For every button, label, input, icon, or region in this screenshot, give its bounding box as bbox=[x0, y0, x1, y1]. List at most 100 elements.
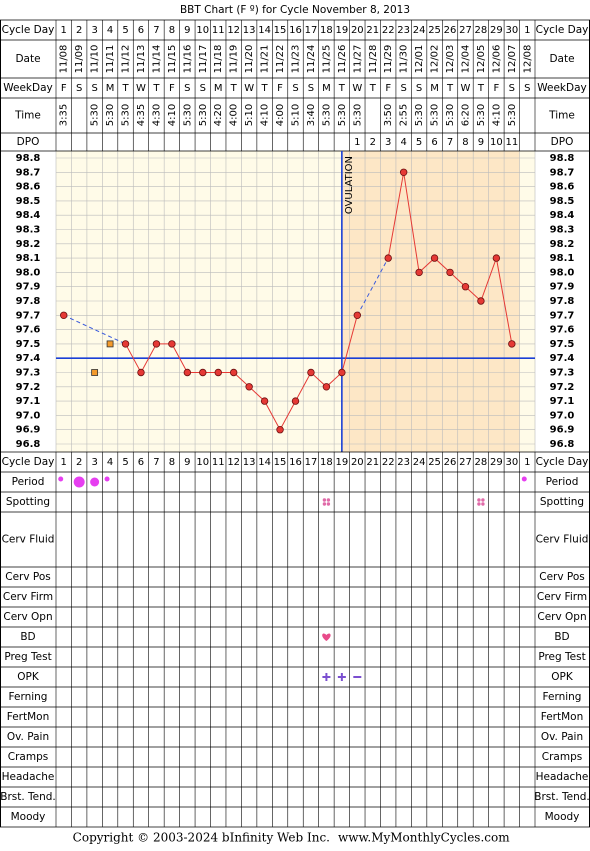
row-label-right: Date bbox=[549, 53, 574, 65]
spotting-dot bbox=[322, 502, 327, 506]
row-label-right: BD bbox=[554, 631, 569, 643]
date: 11/11 bbox=[105, 45, 116, 74]
spotting-dot bbox=[326, 498, 331, 502]
date: 12/01 bbox=[414, 45, 425, 74]
row-label: Cerv Firm bbox=[3, 591, 53, 603]
discarded-temp bbox=[106, 340, 114, 348]
time: 2:55 bbox=[399, 104, 410, 126]
temp-point bbox=[245, 383, 253, 391]
y-tick-label-right: 97.7 bbox=[550, 310, 575, 321]
row-label: Brst. Tend. bbox=[0, 791, 56, 803]
weekday: M bbox=[430, 83, 439, 94]
y-tick-label: 96.9 bbox=[16, 425, 41, 436]
weekday: S bbox=[184, 83, 190, 94]
time: 4:10 bbox=[260, 104, 271, 126]
period-dot bbox=[104, 476, 110, 482]
cycle-day: 12 bbox=[227, 25, 240, 36]
weekday: W bbox=[352, 83, 362, 94]
y-tick-label: 97.1 bbox=[16, 396, 41, 407]
cycle-day: 17 bbox=[305, 457, 318, 468]
row-label-right: Cycle Day bbox=[536, 456, 589, 468]
weekday: T bbox=[261, 83, 269, 94]
date: 11/21 bbox=[260, 45, 271, 74]
date: 12/02 bbox=[430, 45, 441, 74]
temp-point bbox=[276, 426, 284, 434]
time: 5:30 bbox=[90, 104, 101, 126]
y-tick-label: 98.2 bbox=[16, 239, 41, 250]
weekday: M bbox=[214, 83, 223, 94]
time: 3:50 bbox=[383, 104, 394, 126]
row-label: Cerv Pos bbox=[5, 571, 51, 583]
temp-point bbox=[353, 311, 362, 319]
cycle-day: 25 bbox=[428, 457, 441, 468]
cycle-day: 25 bbox=[428, 25, 441, 36]
row-label-right: Ov. Pain bbox=[541, 731, 583, 743]
y-tick-label-right: 98.5 bbox=[550, 196, 575, 207]
cycle-day: 26 bbox=[444, 457, 457, 468]
temp-point bbox=[152, 340, 161, 348]
row-label: Ov. Pain bbox=[7, 731, 49, 743]
row-label: Spotting bbox=[6, 496, 50, 508]
cycle-day: 13 bbox=[243, 457, 256, 468]
y-tick-label: 97.3 bbox=[16, 368, 41, 379]
temp-point bbox=[291, 397, 300, 405]
cycle-day: 19 bbox=[335, 457, 348, 468]
row-label-right: Cramps bbox=[542, 751, 582, 763]
cycle-day: 11 bbox=[212, 25, 225, 36]
cycle-day: 6 bbox=[138, 457, 144, 468]
row-label: Period bbox=[12, 476, 45, 488]
date: 11/23 bbox=[291, 45, 302, 74]
time: 4:10 bbox=[167, 104, 178, 126]
gap-connector bbox=[63, 314, 126, 345]
weekday: S bbox=[416, 83, 422, 94]
cycle-day: 6 bbox=[138, 25, 144, 36]
date: 11/09 bbox=[74, 45, 85, 74]
row-label-right: Headache bbox=[536, 771, 589, 783]
cycle-day: 7 bbox=[153, 25, 159, 36]
temp-point bbox=[229, 368, 238, 377]
dpo: 5 bbox=[416, 137, 422, 148]
y-tick-label-right: 98.3 bbox=[550, 225, 575, 236]
period-dot bbox=[73, 476, 85, 488]
dpo: 7 bbox=[447, 137, 453, 148]
row-label-right: Spotting bbox=[540, 496, 584, 508]
row-label-right: Preg Test bbox=[538, 651, 585, 663]
cycle-day: 14 bbox=[258, 457, 271, 468]
row-label-right: Period bbox=[546, 476, 579, 488]
temp-point bbox=[477, 297, 485, 305]
row-label: Ferning bbox=[9, 691, 48, 703]
y-tick-label-right: 98.7 bbox=[550, 167, 575, 178]
temp-point bbox=[384, 254, 392, 262]
y-tick-label-right: 98.1 bbox=[550, 253, 575, 264]
y-tick-label: 98.8 bbox=[16, 153, 41, 164]
cycle-day: 2 bbox=[76, 25, 82, 36]
row-label: Time bbox=[14, 110, 41, 122]
weekday: S bbox=[308, 83, 314, 94]
time: 3:35 bbox=[59, 104, 70, 126]
date: 11/27 bbox=[352, 45, 363, 74]
y-tick-label-right: 97.1 bbox=[550, 396, 575, 407]
date: 11/15 bbox=[167, 45, 178, 74]
cycle-day: 1 bbox=[61, 457, 67, 468]
date: 11/24 bbox=[306, 45, 317, 74]
y-tick-label-right: 98.0 bbox=[550, 267, 575, 278]
weekday: S bbox=[200, 83, 206, 94]
cycle-day: 1 bbox=[524, 457, 530, 468]
row-label: WeekDay bbox=[3, 82, 53, 94]
time: 5:30 bbox=[121, 104, 132, 126]
temp-point bbox=[168, 340, 176, 348]
row-label: Date bbox=[15, 53, 40, 65]
cycle-day: 21 bbox=[366, 457, 379, 468]
website: www.MyMonthlyCycles.com bbox=[338, 831, 510, 845]
y-tick-label: 98.7 bbox=[16, 167, 41, 178]
y-tick-label-right: 96.9 bbox=[550, 425, 575, 436]
date: 11/16 bbox=[182, 45, 193, 74]
cycle-day: 23 bbox=[397, 25, 410, 36]
time: 5:30 bbox=[507, 104, 518, 126]
date: 11/26 bbox=[337, 45, 348, 74]
y-tick-label-right: 97.4 bbox=[550, 353, 575, 364]
temp-point bbox=[338, 368, 346, 377]
cycle-day: 30 bbox=[505, 25, 518, 36]
cycle-day: 8 bbox=[169, 25, 175, 36]
row-label: Moody bbox=[11, 811, 46, 823]
